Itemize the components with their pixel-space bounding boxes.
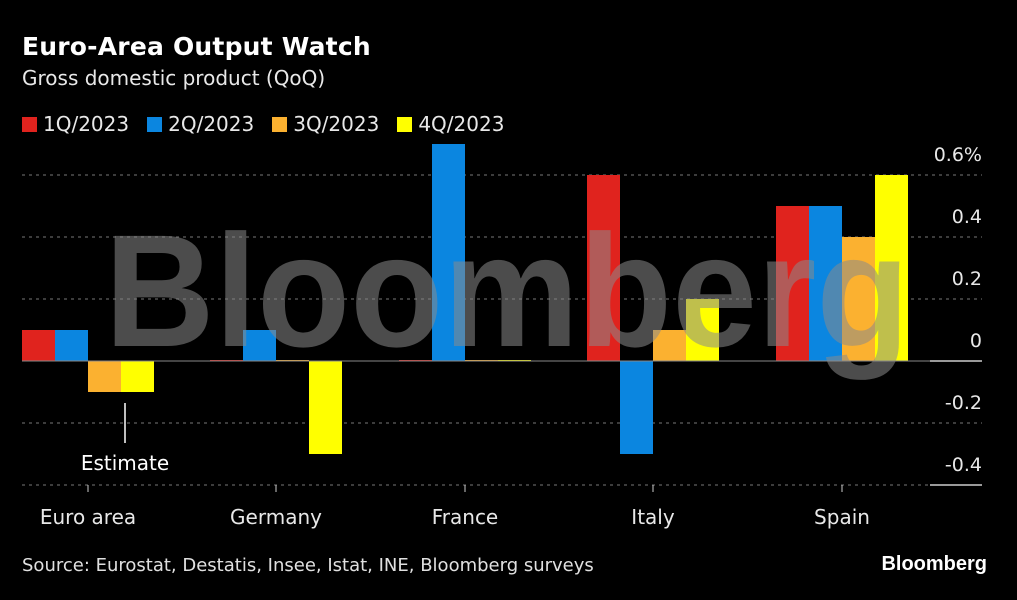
bar [686,299,719,361]
y-tick-label: -0.2 [945,392,982,414]
bar [432,144,465,361]
bar [875,175,908,361]
x-tick-label: Italy [631,505,675,529]
x-tick-label: Euro area [40,505,136,529]
bar [88,361,121,392]
watermark: Bloomberg [105,201,910,380]
annotation-estimate: Estimate [81,451,169,475]
bar [842,237,875,361]
legend-item: 1Q/2023 [22,112,129,136]
y-tick-label: 0.4 [952,206,982,228]
chart-subtitle: Gross domestic product (QoQ) [22,66,326,90]
bar [121,361,154,392]
bloomberg-logo: Bloomberg [881,553,987,575]
bar [55,330,88,361]
y-tick-label: 0 [970,330,982,352]
legend-swatch [147,116,163,132]
legend-swatch [272,116,288,132]
legend: 1Q/2023 2Q/2023 3Q/2023 4Q/2023 [22,112,504,136]
legend-label: 4Q/2023 [418,112,505,136]
y-tick-label: 0.2 [952,268,982,290]
legend-label: 2Q/2023 [168,112,255,136]
bar [776,206,809,361]
y-tick-label: -0.4 [945,454,982,476]
bar [809,206,842,361]
legend-item: 3Q/2023 [272,112,379,136]
legend-label: 1Q/2023 [43,112,130,136]
legend-item: 2Q/2023 [147,112,254,136]
x-tick-label: Germany [230,505,322,529]
legend-swatch [397,116,413,132]
bar [587,175,620,361]
legend-item: 4Q/2023 [397,112,504,136]
legend-swatch [22,116,37,132]
bar [620,361,653,454]
legend-label: 3Q/2023 [293,112,380,136]
x-tick-label: Spain [814,505,870,529]
bar [22,330,55,361]
bar [309,361,342,454]
bar [653,330,686,361]
y-tick-label: 0.6% [934,144,982,166]
chart-title: Euro-Area Output Watch [22,32,371,61]
x-tick-label: France [432,505,499,529]
source-note: Source: Eurostat, Destatis, Insee, Istat… [22,555,594,576]
bar [243,330,276,361]
